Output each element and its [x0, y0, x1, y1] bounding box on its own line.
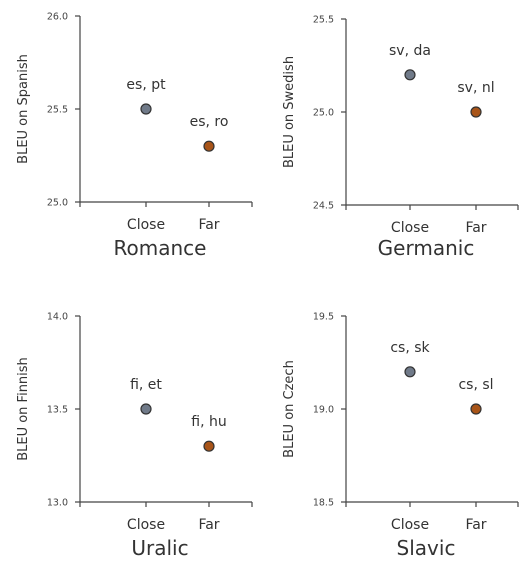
y-tick-label: 13.0	[47, 498, 68, 509]
y-tick-label: 19.0	[313, 405, 334, 416]
chart-panel-slavic: 18.5 19.0 19.5 Close Far Slavic BLEU on Czech c…	[282, 312, 519, 560]
x-tick-label: Far	[198, 217, 219, 233]
data-point-close	[404, 366, 416, 378]
y-tick-label: 25.0	[47, 198, 68, 209]
data-point-far	[203, 140, 215, 152]
data-label: es, ro	[190, 114, 229, 130]
x-tick-label: Close	[127, 517, 165, 533]
data-label: es, pt	[126, 77, 166, 93]
chart-title: Romance	[114, 236, 207, 260]
data-point-far	[470, 403, 482, 415]
data-label: fi, hu	[191, 414, 226, 430]
data-label: sv, nl	[457, 80, 494, 96]
chart-panel-uralic: 13.0 13.5 14.0 Close Far Uralic BLEU on Finnis…	[16, 312, 253, 560]
y-tick-label: 25.0	[313, 108, 334, 119]
data-label: fi, et	[130, 377, 162, 393]
y-tick-label: 24.5	[313, 201, 334, 212]
x-tick-label: Close	[391, 220, 429, 236]
y-tick-label: 13.5	[47, 405, 68, 416]
chart-title: Slavic	[397, 536, 456, 560]
y-tick-label: 25.5	[47, 105, 68, 116]
data-label: cs, sk	[390, 340, 430, 356]
chart-panel-romance: 25.0 25.5 26.0 Close Far Romance BLEU on Spani…	[16, 12, 253, 260]
data-label: cs, sl	[458, 377, 493, 393]
y-tick-label: 26.0	[47, 12, 68, 23]
x-tick-label: Far	[465, 517, 486, 533]
y-tick-label: 18.5	[313, 498, 334, 509]
data-point-close	[404, 69, 416, 81]
y-tick-label: 14.0	[47, 312, 68, 323]
x-tick-label: Far	[465, 220, 486, 236]
data-point-close	[140, 403, 152, 415]
data-label: sv, da	[389, 43, 431, 59]
chart-title: Germanic	[378, 236, 475, 260]
y-tick-label: 19.5	[313, 312, 334, 323]
y-axis-label: BLEU on Finnish	[16, 357, 31, 461]
data-point-close	[140, 103, 152, 115]
x-tick-label: Far	[198, 517, 219, 533]
chart-title: Uralic	[131, 536, 188, 560]
x-tick-label: Close	[391, 517, 429, 533]
x-tick-label: Close	[127, 217, 165, 233]
y-tick-label: 25.5	[313, 15, 334, 26]
data-point-far	[470, 106, 482, 118]
y-axis-label: BLEU on Swedish	[282, 56, 297, 168]
y-axis-label: BLEU on Spanish	[16, 54, 31, 164]
y-axis-label: BLEU on Czech	[282, 360, 297, 458]
data-point-far	[203, 440, 215, 452]
